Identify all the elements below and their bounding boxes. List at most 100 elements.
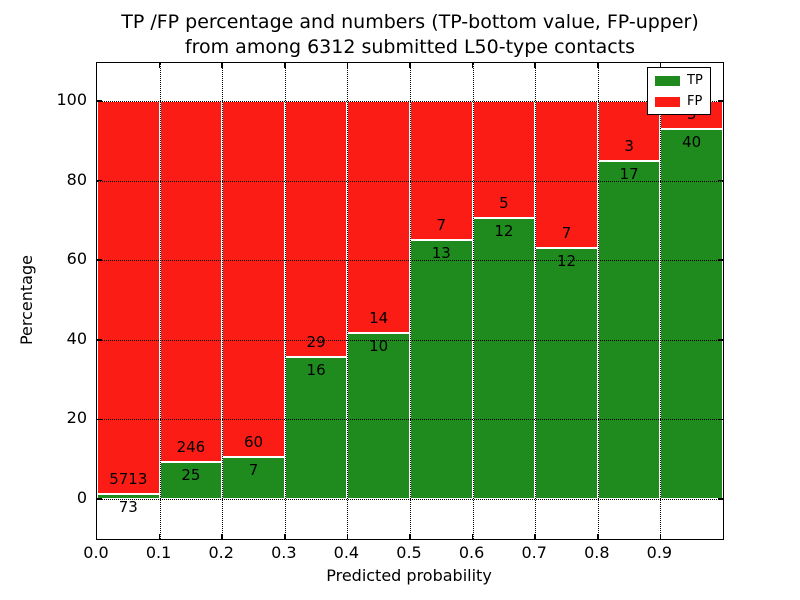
bar-value-label-tp: 17 — [619, 164, 639, 183]
y-tick-mark — [97, 259, 102, 261]
bar-value-label-fp: 60 — [243, 433, 264, 452]
x-tick-mark — [221, 63, 223, 68]
bar-value-label-fp: 14 — [369, 309, 389, 328]
legend-label-tp: TP — [687, 73, 703, 88]
plot-area: 5713732462560729161410713512712317340 TP… — [96, 62, 724, 540]
x-tick-label: 0.9 — [646, 543, 673, 562]
bar-segment-tp — [660, 128, 723, 499]
x-tick-mark — [284, 534, 286, 539]
x-tick-label: 0.2 — [208, 543, 234, 562]
tick-layer — [97, 63, 723, 539]
y-tick-mark — [718, 179, 723, 182]
bar-value-label-fp: 5 — [499, 194, 509, 213]
chart-title-line1: TP /FP percentage and numbers (TP-bottom… — [121, 11, 699, 33]
bar-segment-tp — [597, 160, 661, 499]
bar-value-label-tp: 25 — [181, 466, 201, 485]
bar-value-label-tp: 12 — [556, 251, 577, 270]
x-tick-mark — [221, 534, 223, 539]
y-tick-label: 20 — [66, 408, 87, 428]
chart-title-line2: from among 6312 submitted L50-type conta… — [184, 36, 636, 59]
x-tick-mark — [158, 63, 161, 68]
bar-value-label-tp: 16 — [306, 361, 326, 380]
x-tick-label: 0.3 — [271, 543, 297, 562]
legend-label-fp: FP — [687, 94, 703, 109]
x-tick-label: 0.4 — [333, 543, 360, 562]
x-axis-label: Predicted probability — [326, 566, 492, 585]
y-tick-mark — [718, 418, 723, 421]
x-tick-mark — [534, 63, 536, 68]
bar-segment-tp — [159, 462, 223, 499]
y-tick-mark — [97, 339, 102, 341]
bar-value-label-tp: 40 — [682, 132, 702, 151]
x-tick-mark — [471, 63, 474, 68]
tp-color-swatch-icon — [655, 75, 680, 86]
gridline-vertical — [159, 63, 161, 539]
gridline-vertical — [222, 63, 224, 539]
y-tick-label: 40 — [66, 328, 87, 348]
x-tick-mark — [597, 63, 599, 68]
bar-segment-fp — [97, 101, 160, 494]
x-tick-label: 0.1 — [145, 543, 172, 562]
legend-item-fp: FP — [655, 94, 703, 109]
gridline-vertical — [597, 63, 599, 539]
y-tick-label: 100 — [56, 90, 87, 109]
gridline-horizontal — [97, 339, 723, 341]
bar-segment-fp — [222, 101, 285, 458]
bar-value-label-fp: 246 — [176, 438, 206, 457]
fp-color-swatch-icon — [655, 96, 680, 107]
y-tick-mark — [718, 498, 723, 500]
bar-value-label-fp: 5713 — [109, 469, 148, 488]
legend: TP FP — [647, 67, 711, 115]
y-tick-mark — [97, 498, 102, 500]
gridline-horizontal — [97, 101, 723, 102]
bar-segment-fp — [347, 101, 410, 334]
gridline-vertical — [472, 63, 474, 539]
x-tick-mark — [471, 534, 474, 539]
x-tick-mark — [659, 534, 662, 539]
bar-value-label-tp: 13 — [431, 244, 451, 263]
legend-item-tp: TP — [655, 73, 703, 88]
x-tick-mark — [158, 534, 161, 539]
y-tick-label: 80 — [66, 169, 87, 189]
bar-value-label-tp: 7 — [248, 461, 259, 480]
bar-segment-fp — [535, 101, 598, 248]
bar-value-label-tp: 10 — [369, 337, 389, 356]
gridline-vertical — [347, 63, 349, 539]
x-tick-label: 0.5 — [396, 543, 422, 562]
y-tick-mark — [97, 418, 102, 421]
y-axis-label: Percentage — [17, 255, 36, 346]
x-tick-label: 0.0 — [83, 543, 109, 562]
x-tick-mark — [409, 534, 411, 539]
bar-value-label-fp: 29 — [306, 333, 326, 352]
x-tick-label: 0.7 — [521, 543, 547, 562]
x-tick-mark — [346, 63, 349, 68]
gridline-vertical — [535, 63, 537, 539]
gridline-horizontal — [97, 260, 723, 262]
gridline-vertical — [660, 63, 662, 539]
bar-value-label-fp: 7 — [436, 216, 447, 235]
x-tick-label: 0.8 — [584, 543, 610, 562]
bars-layer — [97, 63, 723, 539]
y-tick-mark — [97, 179, 102, 182]
x-tick-mark — [346, 534, 349, 539]
bar-segment-tp — [410, 240, 473, 499]
annotations-layer: 5713732462560729161410713512712317340 — [97, 63, 723, 539]
y-tick-mark — [718, 100, 723, 102]
bar-segment-tp — [284, 357, 348, 499]
y-tick-label: 0 — [76, 488, 87, 507]
y-tick-label: 60 — [66, 249, 87, 269]
gridline-horizontal — [97, 180, 723, 182]
bar-segment-tp — [347, 333, 410, 499]
x-tick-mark — [409, 63, 411, 68]
gridline-horizontal — [97, 499, 723, 500]
bar-value-label-tp: 73 — [118, 497, 138, 516]
y-tick-mark — [97, 100, 102, 102]
bar-segment-fp — [284, 101, 348, 358]
gridline-horizontal — [97, 419, 723, 421]
bar-segment-tp — [535, 247, 598, 499]
gridline-vertical — [284, 63, 286, 539]
bar-value-label-fp: 7 — [561, 223, 572, 242]
bar-segment-tp — [472, 218, 536, 499]
gridline-vertical — [410, 63, 411, 539]
